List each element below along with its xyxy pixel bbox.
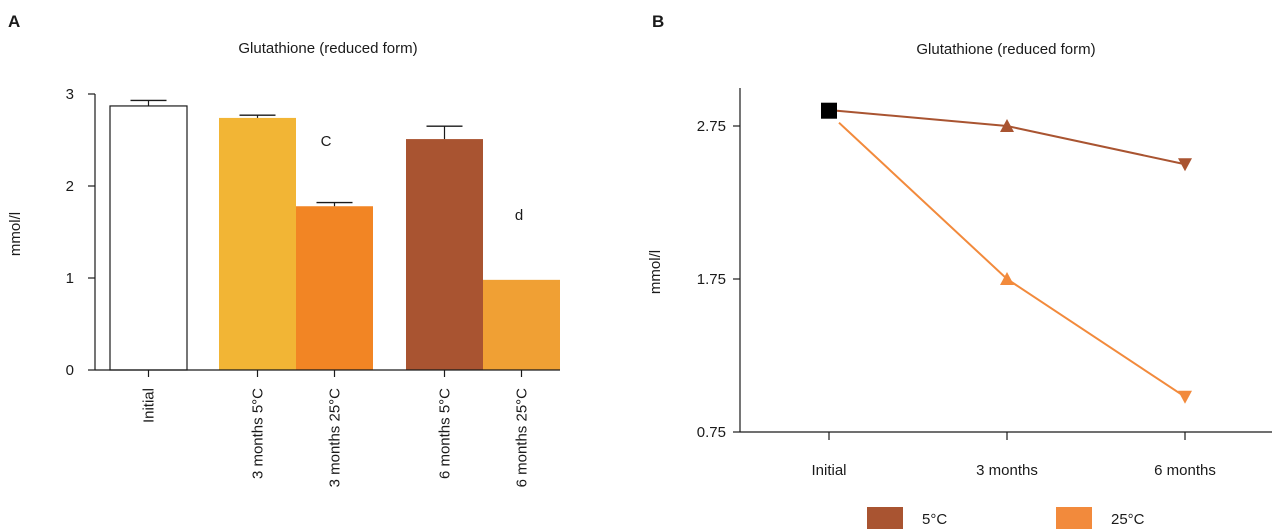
panel-b-title: Glutathione (reduced form) <box>916 41 1095 58</box>
significance-annotation: C <box>321 133 332 150</box>
x-tick-label: 3 months <box>976 462 1038 479</box>
panel-b-lines <box>821 102 1192 404</box>
panel-a-x-axis: Initial 3 months 5°C 3 months 25°C 6 months… <box>141 370 531 487</box>
legend-label: 25°C <box>1111 511 1145 528</box>
panel-b-label: B <box>652 12 664 31</box>
y-tick-label: 2 <box>66 178 74 195</box>
legend-swatch <box>1056 507 1092 529</box>
x-tick-label: 6 months <box>1154 462 1216 479</box>
x-tick-label: Initial <box>811 462 846 479</box>
bar <box>219 117 296 370</box>
y-tick-label: 1.75 <box>697 271 726 288</box>
y-tick-label: 3 <box>66 86 74 103</box>
panel-b-x-axis: Initial 3 months 6 months <box>811 432 1216 479</box>
y-tick-label: 2.75 <box>697 118 726 135</box>
x-tick-label: 3 months 5°C <box>250 388 267 479</box>
data-point-marker <box>1000 119 1014 132</box>
panel-a-bars: Cd <box>109 99 560 371</box>
x-tick-label: 3 months 25°C <box>327 388 344 488</box>
bar <box>483 279 560 370</box>
panel-b-y-axis: 0.75 1.75 2.75 <box>697 118 740 441</box>
y-tick-label: 0.75 <box>697 424 726 441</box>
panel-a-label: A <box>8 12 20 31</box>
series-line <box>838 121 1186 398</box>
bar <box>296 206 373 370</box>
x-tick-label: Initial <box>141 388 158 423</box>
data-point-marker <box>1178 390 1192 404</box>
bar <box>109 105 188 371</box>
x-tick-label: 6 months 5°C <box>437 388 454 479</box>
y-tick-label: 0 <box>66 362 74 379</box>
legend-swatch <box>867 507 903 529</box>
panel-a-ylabel: mmol/l <box>7 212 24 256</box>
data-point-marker <box>1178 158 1192 172</box>
initial-point-marker <box>821 102 837 119</box>
data-point-marker <box>1000 272 1014 285</box>
y-tick-label: 1 <box>66 270 74 287</box>
panel-a-title: Glutathione (reduced form) <box>238 40 417 57</box>
series-line <box>836 109 1186 166</box>
significance-annotation: d <box>515 207 523 224</box>
x-tick-label: 6 months 25°C <box>514 388 531 488</box>
panel-b-ylabel: mmol/l <box>647 250 664 294</box>
bar <box>406 139 483 370</box>
panel-b-legend: 5°C 25°C <box>867 507 1145 529</box>
panel-a-y-axis: 0 1 2 3 <box>66 86 95 379</box>
legend-label: 5°C <box>922 511 947 528</box>
